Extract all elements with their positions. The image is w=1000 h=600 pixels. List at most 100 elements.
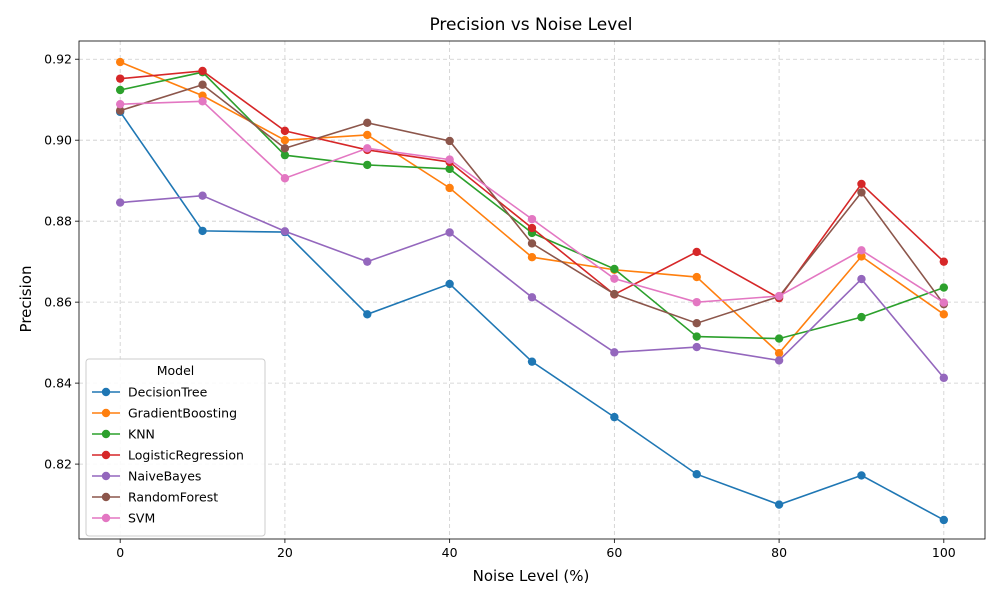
data-point <box>115 74 125 83</box>
series-LogisticRegression <box>115 66 949 303</box>
x-tick-label: 0 <box>116 545 124 560</box>
data-point <box>445 136 454 146</box>
legend-swatch-marker <box>101 387 111 397</box>
axes: 0 20 40 60 80 100 0.82 0.84 0.86 0.88 0.90 0.92 <box>44 52 956 560</box>
data-point <box>445 155 454 164</box>
data-point <box>280 126 290 136</box>
data-point <box>774 500 784 509</box>
data-point <box>527 223 537 233</box>
data-point <box>445 228 454 237</box>
data-point <box>280 150 290 160</box>
data-point <box>857 274 866 284</box>
data-point <box>692 342 701 352</box>
series-SVM <box>115 97 949 307</box>
data-point <box>363 257 372 266</box>
data-point <box>198 66 207 76</box>
data-point <box>774 348 784 358</box>
legend-swatch-marker <box>101 408 111 418</box>
legend-item: RandomForest <box>92 490 218 505</box>
data-point <box>445 279 454 289</box>
data-point <box>363 144 372 153</box>
data-point <box>857 471 866 480</box>
legend-label: NaiveBayes <box>128 469 201 484</box>
legend-swatch-marker <box>101 492 111 502</box>
data-point <box>280 174 290 183</box>
data-point <box>198 226 207 236</box>
data-point <box>857 246 866 255</box>
y-axis-label: Precision <box>17 266 35 333</box>
data-point <box>363 118 372 127</box>
legend-swatch-marker <box>101 513 111 523</box>
legend-swatch-marker <box>101 471 111 481</box>
data-point <box>939 310 949 319</box>
legend-swatch-marker <box>101 450 111 460</box>
data-point <box>857 179 866 189</box>
data-point <box>610 348 619 357</box>
data-point <box>857 252 866 261</box>
data-point <box>445 164 454 174</box>
data-point <box>610 264 619 274</box>
legend-title: Model <box>157 363 195 378</box>
data-point <box>774 291 784 301</box>
legend-item: NaiveBayes <box>92 469 201 484</box>
data-point <box>610 289 619 299</box>
data-point <box>939 298 949 307</box>
legend-item: LogisticRegression <box>92 448 244 463</box>
plot-frame <box>78 40 986 540</box>
data-point <box>692 297 701 307</box>
y-tick-label: 0.86 <box>44 295 72 310</box>
legend-swatch-marker <box>101 429 111 439</box>
legend: Model DecisionTree GradientBoosting KNN Logi… <box>85 358 266 537</box>
data-point <box>115 57 125 67</box>
y-tick-label: 0.82 <box>44 457 72 472</box>
data-point <box>939 257 949 266</box>
chart-title: Precision vs Noise Level <box>429 15 632 35</box>
data-point <box>692 272 701 282</box>
data-point <box>445 183 454 193</box>
series-layer <box>115 57 949 525</box>
data-point <box>692 247 701 257</box>
legend-item: GradientBoosting <box>92 406 237 421</box>
data-point <box>527 214 537 224</box>
y-tick-label: 0.92 <box>44 52 72 67</box>
legend-label: KNN <box>128 427 155 442</box>
legend-label: SVM <box>128 511 155 526</box>
legend-item: DecisionTree <box>92 385 208 400</box>
data-point <box>527 357 537 366</box>
y-tick-label: 0.88 <box>44 214 72 229</box>
data-point <box>692 332 701 341</box>
data-point <box>939 283 949 292</box>
legend-label: LogisticRegression <box>128 448 244 463</box>
x-tick-label: 40 <box>442 545 458 560</box>
data-point <box>692 319 701 328</box>
data-point <box>857 188 866 197</box>
data-point <box>280 227 290 236</box>
data-point <box>774 356 784 365</box>
x-tick-label: 60 <box>606 545 622 560</box>
data-point <box>857 312 866 322</box>
legend-label: DecisionTree <box>128 385 208 400</box>
data-point <box>280 144 290 153</box>
legend-box <box>85 358 266 537</box>
data-point <box>115 106 125 115</box>
data-point <box>363 130 372 140</box>
x-tick-label: 20 <box>277 545 293 560</box>
data-point <box>363 310 372 319</box>
data-point <box>527 239 537 248</box>
data-point <box>610 412 619 422</box>
series-NaiveBayes <box>115 191 949 383</box>
x-tick-label: 80 <box>771 545 787 560</box>
legend-item: KNN <box>92 427 155 442</box>
data-point <box>198 80 207 89</box>
data-point <box>115 198 125 207</box>
x-axis-label: Noise Level (%) <box>473 567 590 585</box>
data-point <box>939 515 949 525</box>
data-point <box>115 85 125 95</box>
y-tick-label: 0.84 <box>44 376 72 391</box>
legend-label: RandomForest <box>128 490 218 505</box>
data-point <box>610 274 619 283</box>
legend-item: SVM <box>92 511 155 526</box>
data-point <box>198 191 207 200</box>
data-point <box>198 97 207 106</box>
data-point <box>363 160 372 170</box>
